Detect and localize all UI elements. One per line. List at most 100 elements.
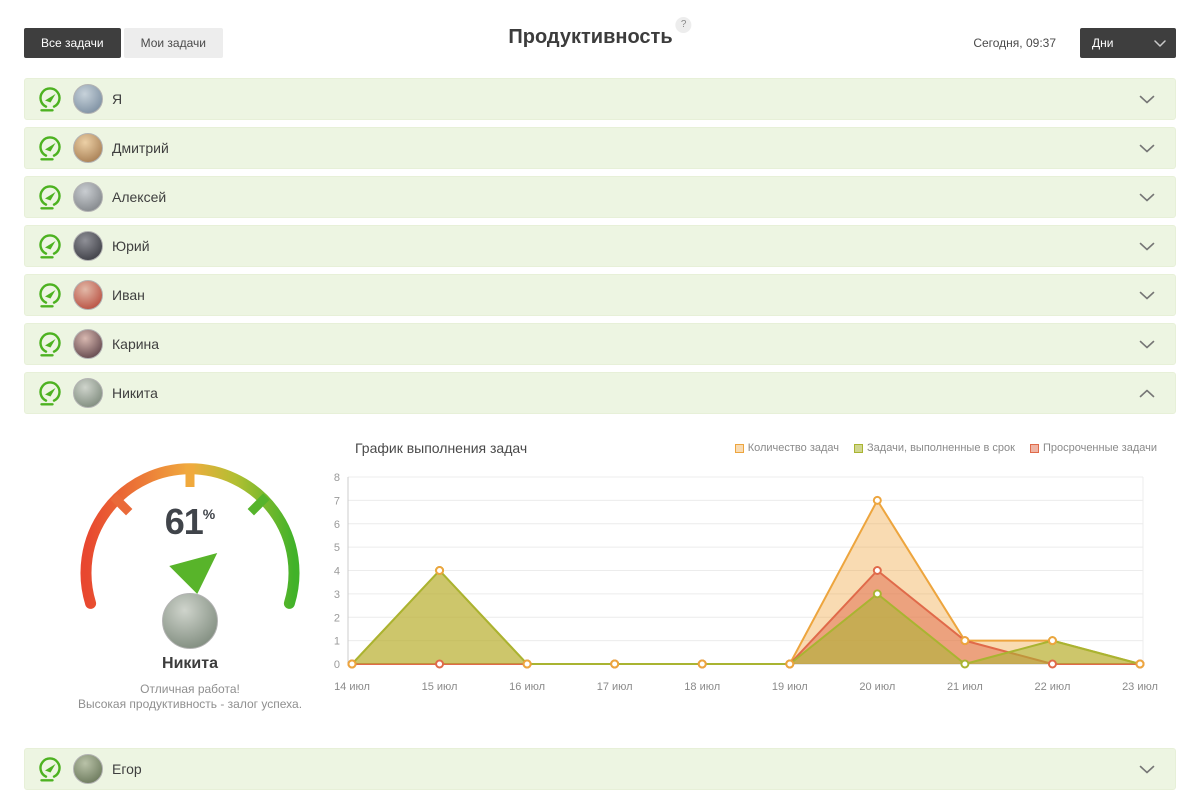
legend-swatch-red [1029,443,1039,453]
user-name: Карина [112,336,160,352]
user-list-bottom: Егор [24,748,1176,790]
score-value: 61 [164,501,204,542]
my-tasks-button[interactable]: Мои задачи [123,28,223,58]
avatar [73,133,103,163]
gauge-icon [37,331,63,357]
legend-label: Задачи, выполненные в срок [867,442,1015,454]
legend-label: Просроченные задачи [1042,442,1157,454]
period-dropdown[interactable]: Дни [1080,28,1176,58]
topbar-right: Сегодня, 09:37 Дни [973,28,1176,58]
chevron-down-icon[interactable] [1139,242,1155,251]
user-row-yuriy[interactable]: Юрий [24,225,1176,267]
svg-text:6: 6 [334,519,340,531]
task-filter-group: Все задачи Мои задачи [24,28,223,58]
svg-text:1: 1 [334,636,340,648]
gauge-icon [37,86,63,112]
period-dropdown-value: Дни [1092,36,1114,50]
legend-swatch-orange [734,443,744,453]
motivation-line-2: Высокая продуктивность - залог успеха. [77,697,303,711]
svg-text:21 июл: 21 июл [947,681,983,693]
avatar [73,231,103,261]
legend-item-overdue-tasks[interactable]: Просроченные задачи [1029,442,1157,454]
all-tasks-button[interactable]: Все задачи [24,28,121,58]
user-row-aleksey[interactable]: Алексей [24,176,1176,218]
avatar [73,754,103,784]
svg-text:14 июл: 14 июл [334,681,370,693]
svg-text:17 июл: 17 июл [597,681,633,693]
user-name: Иван [112,287,145,303]
avatar [162,593,218,649]
svg-text:3: 3 [334,589,340,601]
gauge-icon [37,135,63,161]
gauge-icon [37,282,63,308]
avatar [73,378,103,408]
avatar [73,84,103,114]
user-row-ya[interactable]: Я [24,78,1176,120]
timestamp: Сегодня, 09:37 [973,36,1056,50]
motivation-line-1: Отличная работа! [140,682,240,696]
svg-text:4: 4 [334,566,340,578]
legend-label: Количество задач [747,442,840,454]
productivity-gauge [80,463,300,609]
chevron-down-icon[interactable] [1139,193,1155,202]
task-completion-chart: 0 1 2 3 4 5 6 7 8 14 июл 15 июл 16 июл 17 июл 18 июл 1… [334,472,1158,693]
svg-text:16 июл: 16 июл [509,681,545,693]
chevron-down-icon[interactable] [1139,340,1155,349]
gauge-pointer-icon [169,553,218,594]
svg-text:18 июл: 18 июл [684,681,720,693]
avatar [73,280,103,310]
page-title-text: Продуктивность [508,26,673,48]
chevron-down-icon[interactable] [1139,765,1155,774]
svg-text:23 июл: 23 июл [1122,681,1158,693]
chart-legend: Количество задач Задачи, выполненные в с… [734,442,1157,454]
score-percent-sign: % [202,506,216,522]
svg-text:22 июл: 22 июл [1035,681,1071,693]
gauge-icon [37,233,63,259]
svg-text:19 июл: 19 июл [772,681,808,693]
legend-item-total-tasks[interactable]: Количество задач [734,442,840,454]
chart-header: График выполнения задач Количество задач… [335,440,1157,456]
motivation-text: Отличная работа! Высокая продуктивность … [0,682,386,712]
user-name: Никита [112,385,158,401]
user-name: Юрий [112,238,150,254]
productivity-score: 61% [24,501,356,543]
svg-text:0: 0 [334,659,340,671]
user-detail-panel: 61% Никита Отличная работа! Высокая прод… [0,414,1200,748]
legend-item-on-time-tasks[interactable]: Задачи, выполненные в срок [854,442,1015,454]
chevron-down-icon[interactable] [1139,144,1155,153]
user-row-ivan[interactable]: Иван [24,274,1176,316]
gauge-icon [37,380,63,406]
user-name: Я [112,91,123,107]
svg-text:7: 7 [334,495,340,507]
avatar [73,182,103,212]
user-row-egor[interactable]: Егор [24,748,1176,790]
user-row-karina[interactable]: Карина [24,323,1176,365]
help-icon[interactable]: ? [675,17,692,33]
chevron-down-icon [1154,39,1166,47]
productivity-gauge-panel: 61% Никита Отличная работа! Высокая прод… [24,455,356,745]
chart-title: График выполнения задач [355,440,528,456]
gauge-icon [37,756,63,782]
task-chart-panel: График выполнения задач Количество задач… [334,438,1175,738]
detail-user-name: Никита [162,655,218,672]
user-row-dmitriy[interactable]: Дмитрий [24,127,1176,169]
svg-text:8: 8 [334,472,340,484]
chevron-down-icon[interactable] [1139,291,1155,300]
gauge-icon [37,184,63,210]
svg-text:15 июл: 15 июл [422,681,458,693]
chevron-down-icon[interactable] [1139,95,1155,104]
user-name: Дмитрий [112,140,169,156]
user-name: Егор [112,761,142,777]
chevron-up-icon[interactable] [1139,389,1155,398]
user-row-nikita[interactable]: Никита [24,372,1176,414]
svg-text:20 июл: 20 июл [859,681,895,693]
user-name: Алексей [112,189,167,205]
user-list: Я Дмитрий Алексей Юрий Иван [24,78,1176,421]
svg-text:5: 5 [334,542,340,554]
legend-swatch-green [854,443,864,453]
avatar [73,329,103,359]
page-title: Продуктивность? [508,17,692,49]
topbar: Все задачи Мои задачи Продуктивность? Се… [0,0,1200,66]
svg-text:2: 2 [334,612,340,624]
